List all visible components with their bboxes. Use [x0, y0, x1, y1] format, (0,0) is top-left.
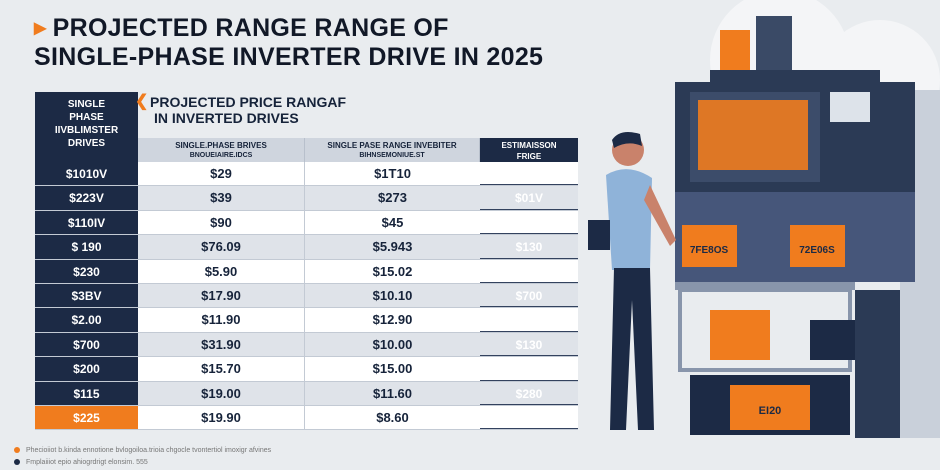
single-phase-price-cell: $17.90 [138, 283, 305, 308]
footnote-text: Fmplaiiiot epio ahiogrdrigt elonsim. 555 [26, 459, 148, 466]
inverter-unit-1 [682, 225, 737, 267]
table-row: $700 $31.90 $10.00 $130 [35, 332, 578, 358]
footnote-2: Fmplaiiiot epio ahiogrdrigt elonsim. 555 [14, 459, 148, 466]
col1-title: SINGLE.PHASE BRIVES [175, 141, 267, 150]
footnote-text: Phecioiiot b.kinda ennotione bvlogoiloa.… [26, 447, 272, 454]
estimated-price-cell: $130 [480, 333, 578, 357]
table-subtitle: ❮ PROJECTED PRICE RANGAF IN INVERTED DRI… [135, 94, 347, 127]
single-phase-price-cell: $90 [138, 210, 305, 235]
meter-box [756, 16, 792, 70]
right-column-header: ESTIMAISSON FRIGE [480, 140, 578, 162]
table-row: $1010V $29 $1T10 $15 [35, 162, 578, 187]
range-price-cell: $5.943 [372, 239, 413, 255]
table-row: $115 $19.00 $11.60 $280 [35, 381, 578, 406]
row-label-cell: $2.00 [35, 308, 138, 332]
table-row: $110IV $90 $45 $220 [35, 210, 578, 236]
single-phase-price-cell: $76.09 [138, 235, 305, 259]
range-price-cell: $8.60 [376, 409, 409, 425]
range-price-cell: $1T10 [374, 166, 411, 181]
side-cabinet [855, 290, 900, 440]
table-row: $ 190 $76.09 $5.943 $130 [35, 235, 578, 260]
estimated-price-cell: $220 [480, 406, 578, 430]
row-label-cell: $223V [35, 186, 138, 210]
person-figure [588, 132, 676, 430]
row-label-cell: $ 190 [35, 235, 138, 259]
ground [580, 438, 940, 470]
table-row: $230 $5.90 $15.02 $100 [35, 259, 578, 284]
table-row: $225 $19.90 $8.60 $220 [35, 405, 578, 431]
estimated-price-cell: $15 [480, 162, 578, 186]
motor-unit [710, 310, 770, 360]
footnote-1: Phecioiiot b.kinda ennotione bvlogoiloa.… [14, 447, 271, 454]
row-label-cell: $1010V [35, 162, 138, 186]
estimated-price-cell: $200 [480, 357, 578, 381]
row-label-cell: $3BV [35, 283, 138, 308]
estimated-price-cell: $01V [480, 186, 578, 210]
single-phase-price-cell: $11.90 [138, 308, 305, 332]
subtitle-line-1: PROJECTED PRICE RANGAF [150, 94, 347, 110]
inverter-label-2: 72E06S [799, 245, 835, 256]
row-label-cell: $110IV [35, 210, 138, 235]
row-label-cell: $115 [35, 381, 138, 405]
single-phase-price-cell: $15.70 [138, 357, 305, 381]
col1-subtitle: BNOUEIAIRE.IDCS [189, 152, 253, 159]
inverter-unit-2 [790, 225, 845, 267]
estimated-price-cell: $220 [480, 211, 578, 235]
estimated-price-cell: $255 [480, 308, 578, 332]
price-table: SINGLE PHASE IIVBLIMSTER DRIVES ❮ PROJEC… [35, 92, 578, 431]
page-title: ▶ PROJECTED RANGE RANGE OF SINGLE-PHASE I… [34, 14, 543, 71]
single-phase-price-cell: $19.90 [138, 405, 305, 430]
range-price-cell: $12.90 [372, 312, 413, 328]
column-header-2: SINGLE PASE RANGE INVEBITER BIHNSEMONIUE.… [305, 138, 480, 162]
base-panel [730, 385, 810, 430]
estimated-price-cell: $100 [480, 260, 578, 283]
single-phase-price-cell: $5.90 [138, 259, 305, 283]
cabinet-top [710, 70, 880, 82]
inverter-illustration: 7FE8OS 72E06S EI20 [580, 0, 940, 470]
range-price-cell: $15.02 [372, 263, 413, 279]
estimated-price-cell: $700 [480, 284, 578, 308]
column-header-1: SINGLE.PHASE BRIVES BNOUEIAIRE.IDCS [138, 138, 305, 162]
right-header-text: ESTIMAISSON FRIGE [501, 141, 557, 161]
table-row: $200 $15.70 $15.00 $200 [35, 357, 578, 382]
table-row: $3BV $17.90 $10.10 $700 [35, 283, 578, 309]
left-column-header: SINGLE PHASE IIVBLIMSTER DRIVES [54, 99, 119, 149]
chevron-left-icon: ❮ [135, 93, 149, 110]
table-body: $1010V $29 $1T10 $15 $223V $39 $273 $01V $110IV $… [35, 162, 578, 431]
col2-subtitle: BIHNSEMONIUE.ST [359, 152, 425, 159]
row-label-cell: $700 [35, 332, 138, 357]
range-price-cell: $273 [378, 190, 407, 206]
drive-display [698, 100, 808, 170]
bullet-icon: ▶ [34, 20, 47, 38]
control-box [720, 30, 750, 70]
range-price-cell: $15.00 [372, 361, 413, 377]
table-row: $223V $39 $273 $01V [35, 186, 578, 211]
row-label-cell: $230 [35, 259, 138, 283]
navy-dot-icon [14, 459, 20, 466]
col2-title: SINGLE PASE RANGE INVEBITER [327, 141, 457, 150]
single-phase-price-cell: $39 [138, 186, 305, 210]
orange-dot-icon [14, 447, 20, 454]
row-label-cell: $200 [35, 357, 138, 381]
inverter-label-1: 7FE8OS [690, 245, 729, 256]
subtitle-line-2: IN INVERTED DRIVES [154, 110, 299, 126]
single-phase-price-cell: $29 [138, 162, 305, 186]
lcd-screen [830, 92, 870, 122]
range-price-cell: $10.00 [372, 336, 413, 352]
estimated-price-cell: $280 [480, 382, 578, 405]
title-line-1: PROJECTED RANGE RANGE OF [52, 14, 449, 42]
table-row: $2.00 $11.90 $12.90 $255 [35, 308, 578, 333]
range-price-cell: $10.10 [372, 287, 413, 303]
shelf [675, 282, 855, 290]
estimated-price-cell: $130 [480, 235, 578, 259]
range-price-cell: $11.60 [372, 385, 413, 401]
title-line-2: SINGLE-PHASE INVERTER DRIVE IN 2025 [34, 43, 544, 72]
base-label: EI20 [759, 405, 782, 417]
row-label-cell: $225 [35, 405, 138, 430]
single-phase-price-cell: $19.00 [138, 381, 305, 405]
range-price-cell: $45 [381, 214, 404, 230]
single-phase-price-cell: $31.90 [138, 332, 305, 357]
